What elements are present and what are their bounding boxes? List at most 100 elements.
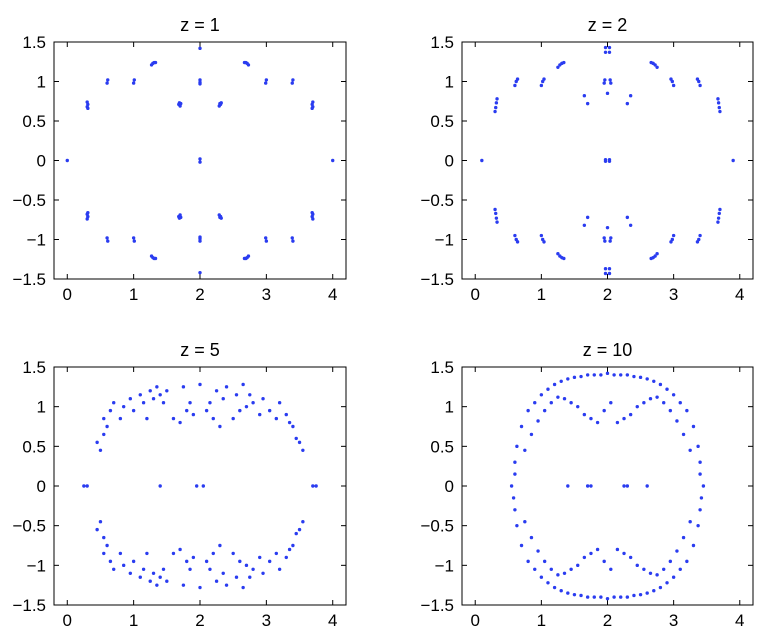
data-point bbox=[678, 567, 682, 571]
data-point bbox=[607, 267, 612, 271]
data-point bbox=[697, 237, 701, 242]
axes-box bbox=[461, 366, 754, 606]
data-point bbox=[655, 395, 659, 399]
data-point bbox=[310, 106, 314, 111]
data-point bbox=[274, 416, 279, 421]
data-point bbox=[698, 83, 702, 88]
data-point bbox=[542, 559, 547, 564]
y-tick-label: 0 bbox=[37, 152, 46, 171]
data-point bbox=[153, 60, 158, 65]
plot-title: z = 5 bbox=[180, 340, 220, 360]
data-point bbox=[625, 373, 630, 377]
data-point bbox=[128, 571, 133, 575]
data-point bbox=[582, 555, 587, 560]
data-point bbox=[118, 416, 123, 421]
x-tick-label: 4 bbox=[735, 285, 744, 304]
data-point bbox=[231, 416, 235, 421]
data-point bbox=[138, 575, 142, 579]
data-point bbox=[625, 215, 630, 220]
data-point bbox=[552, 382, 557, 387]
y-tick-label: −1 bbox=[435, 556, 454, 575]
data-point bbox=[542, 408, 547, 413]
data-point bbox=[181, 385, 186, 389]
data-point bbox=[158, 484, 162, 488]
data-point bbox=[297, 527, 302, 532]
y-tick-label: 1 bbox=[37, 398, 46, 417]
data-point bbox=[198, 239, 202, 243]
data-point bbox=[211, 416, 215, 421]
data-point bbox=[717, 211, 721, 216]
data-point bbox=[515, 240, 520, 244]
data-point bbox=[549, 401, 553, 405]
data-point bbox=[685, 408, 689, 413]
data-point bbox=[615, 420, 620, 425]
data-point bbox=[556, 573, 560, 577]
data-point bbox=[112, 401, 116, 405]
data-point bbox=[602, 81, 606, 85]
data-point bbox=[155, 385, 159, 389]
data-point bbox=[181, 583, 186, 587]
data-point bbox=[556, 395, 560, 399]
y-tick-label: −0.5 bbox=[420, 191, 454, 210]
data-point bbox=[670, 237, 675, 242]
data-point bbox=[671, 233, 676, 238]
data-point bbox=[132, 78, 136, 82]
data-point bbox=[529, 535, 534, 540]
data-point bbox=[171, 551, 176, 556]
x-tick-label: 2 bbox=[603, 611, 612, 630]
data-point bbox=[105, 424, 109, 429]
data-point bbox=[642, 567, 646, 571]
data-point bbox=[562, 256, 566, 261]
data-point bbox=[86, 210, 90, 215]
data-point bbox=[652, 589, 656, 593]
data-point bbox=[274, 551, 279, 556]
data-point bbox=[211, 551, 215, 556]
axes-box bbox=[53, 366, 347, 606]
data-point bbox=[628, 94, 633, 98]
scatter-series bbox=[82, 382, 318, 590]
data-point bbox=[603, 271, 608, 276]
data-point bbox=[609, 236, 613, 240]
data-point bbox=[221, 397, 225, 401]
data-point bbox=[148, 389, 152, 393]
data-point bbox=[655, 65, 659, 69]
data-point bbox=[234, 575, 239, 579]
data-point bbox=[102, 432, 106, 437]
data-point bbox=[717, 105, 721, 110]
data-point bbox=[579, 374, 583, 379]
data-point bbox=[106, 78, 110, 82]
data-point bbox=[645, 377, 649, 381]
data-point bbox=[248, 575, 252, 579]
x-tick-label: 0 bbox=[63, 611, 72, 630]
data-point bbox=[515, 77, 520, 81]
data-point bbox=[291, 543, 295, 548]
y-tick-label: −1 bbox=[27, 231, 46, 250]
data-point bbox=[566, 377, 570, 381]
data-point bbox=[698, 472, 702, 476]
data-point bbox=[566, 591, 570, 595]
data-point bbox=[105, 543, 109, 548]
data-point bbox=[234, 393, 239, 397]
x-tick-label: 3 bbox=[262, 611, 271, 630]
data-point bbox=[619, 373, 623, 377]
data-point bbox=[602, 408, 606, 413]
data-point bbox=[533, 401, 537, 405]
x-tick-label: 1 bbox=[537, 285, 546, 304]
data-point bbox=[148, 579, 152, 583]
data-point bbox=[632, 374, 636, 379]
data-point bbox=[241, 585, 245, 590]
data-point bbox=[311, 100, 315, 104]
data-point bbox=[171, 416, 176, 421]
data-point bbox=[589, 551, 593, 556]
data-point bbox=[85, 100, 89, 104]
subplot-1: z = 1 0 1 2 3 4 −1.5 −1 −0.5 0 0.5 1 1.5 bbox=[12, 15, 347, 304]
subplot-2: z = 2 0 1 2 3 4 −1.5 −1 −0.5 0 0.5 1 1.5 bbox=[420, 15, 754, 304]
data-point bbox=[311, 484, 315, 488]
data-point bbox=[638, 375, 643, 380]
data-point bbox=[291, 78, 295, 82]
data-point bbox=[493, 109, 497, 114]
data-point bbox=[559, 379, 563, 383]
data-point bbox=[151, 397, 156, 401]
data-point bbox=[670, 79, 675, 84]
data-point bbox=[310, 210, 314, 215]
